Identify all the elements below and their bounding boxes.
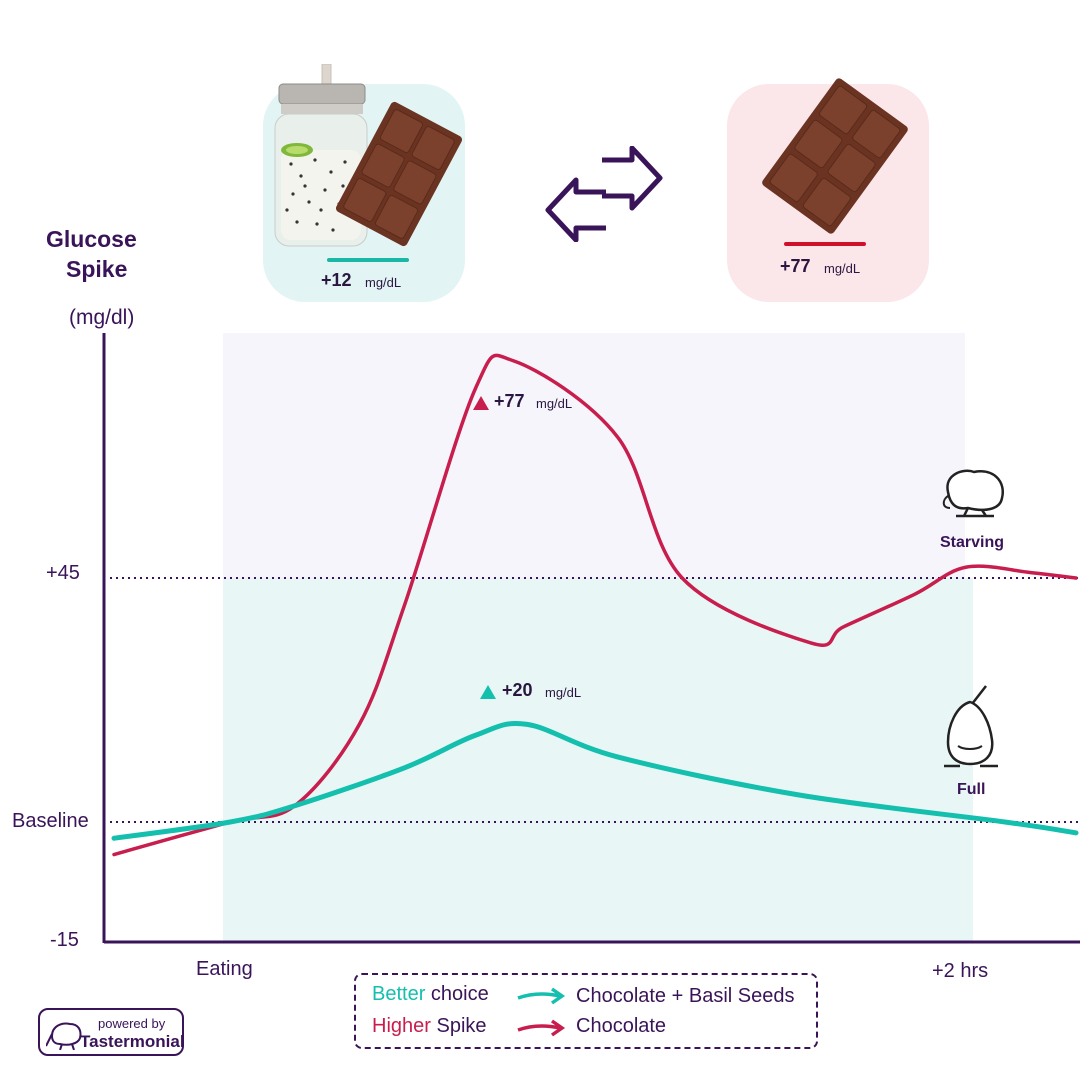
chocolate-bar-image [762,78,908,234]
legend-better-target: Chocolate + Basil Seeds [576,985,795,1007]
full-kiwi-icon [944,685,998,768]
series-line-chocolate-basil-seeds [111,721,1079,841]
powered-by-badge[interactable]: powered by Tastermonial [38,1008,185,1056]
y-axis-title: Glucose Spike [46,224,137,284]
basil-peak-value: +20 [502,680,533,700]
chocolate-peak-value: +77 [494,391,525,411]
y-axis-title-line2: Spike [66,256,128,282]
basil-peak-triangle-icon [480,685,496,699]
legend-higher-arrow-icon [517,1019,566,1037]
swap-arrows-icon [545,146,663,242]
chart-eating-window [223,578,973,942]
starving-kiwi-icon [942,469,1005,518]
legend-row-better: Better choice [372,983,489,1006]
better-choice-card: +12 mg/dL [263,64,465,302]
legend-better-arrow-icon [517,987,566,1005]
legend-row-higher: Higher Spike [372,1015,487,1038]
kiwi-logo-icon [46,1022,82,1050]
legend-better-rest: choice [425,983,489,1005]
higher-spike-card: +77 mg/dL [727,78,929,302]
badge-powered-by-text: powered by [98,1016,166,1031]
y-axis-title-line1: Glucose [46,226,137,252]
chocolate-peak-triangle-icon [473,396,489,410]
starving-label: Starving [940,534,1005,551]
y-tick-label: -15 [50,929,79,951]
legend-higher-rest: Spike [430,1015,487,1037]
legend-higher-target: Chocolate [576,1015,667,1037]
higher-card-value: +77 [780,256,811,276]
better-card-value: +12 [321,270,352,290]
legend: Better choice Chocolate + Basil Seeds Hi… [354,973,818,1049]
higher-card-bar [784,242,866,246]
series-line-chocolate [112,353,1078,857]
y-tick-label: Baseline [12,810,89,832]
legend-better-highlight: Better [372,983,426,1005]
legend-higher-highlight: Higher [372,1015,431,1037]
x-tick-label: +2 hrs [932,960,989,982]
x-tick-label: Eating [196,958,253,980]
y-tick-label: +45 [46,562,80,584]
higher-card-unit: mg/dL [824,261,861,276]
jar-with-basil-seeds-image [274,64,463,247]
better-card-unit: mg/dL [365,275,402,290]
badge-brand-text: Tastermonial [80,1032,185,1051]
chart-upper-band [223,333,965,578]
full-label: Full [957,781,986,798]
basil-peak-unit: mg/dL [545,685,582,700]
chocolate-peak-unit: mg/dL [536,396,573,411]
better-card-bar [327,258,409,262]
y-axis-unit: (mg/dl) [69,306,135,329]
